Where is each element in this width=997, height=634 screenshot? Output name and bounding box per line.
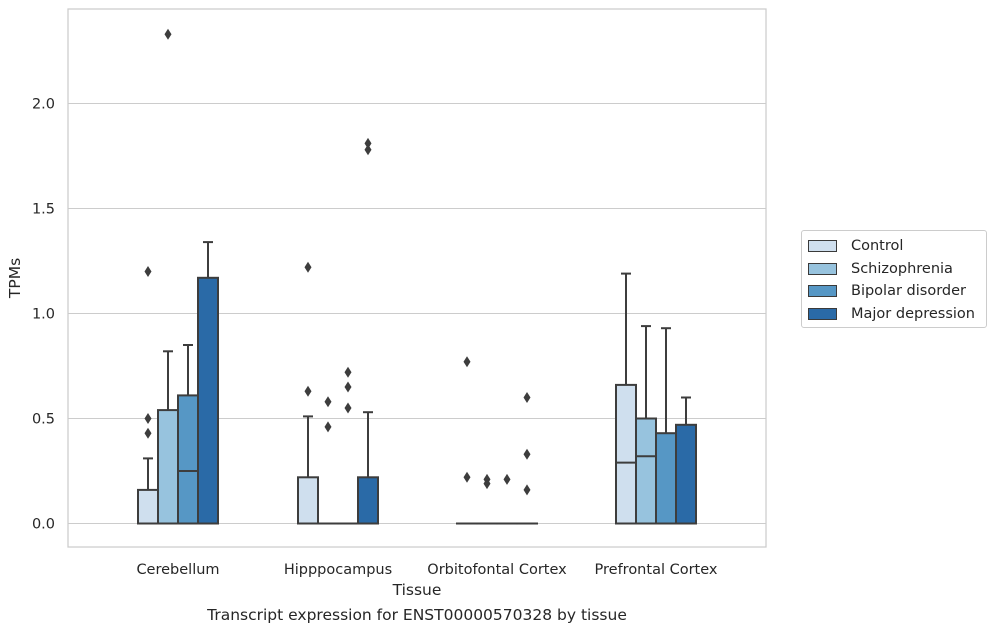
x-tick-labels: Cerebellum Hipppocampus Orbitofontal Corte… [136,562,717,578]
outlier-point [483,473,491,485]
box-body [297,476,319,525]
legend-label: Bipolar disorder [851,283,966,300]
outlier-point [344,381,352,393]
legend-label: Schizophrenia [851,260,953,277]
y-tick-label: 1.5 [32,202,55,218]
legend-item: Bipolar disorder [808,280,980,303]
x-tick-label: Prefrontal Cortex [595,562,718,578]
outlier-point [164,28,172,40]
box-body [197,276,219,525]
outlier-point [144,266,152,277]
y-tick-label: 1.0 [32,307,55,323]
outlier-point [364,137,372,149]
outlier-point [324,396,332,408]
outlier-point [503,473,511,485]
box-body [635,417,657,525]
outlier-point [463,356,471,368]
outlier-point [144,427,152,439]
box-bipolar-disorder [655,327,677,525]
legend-label: Control [851,238,904,255]
legend-item: Schizophrenia [808,258,980,281]
y-tick-label: 0.5 [32,412,55,428]
box-schizophrenia [635,325,657,525]
outlier-point [344,366,352,378]
outlier-points [144,28,531,496]
x-tick-label: Hipppocampus [284,562,392,578]
box-bipolar-disorder [177,344,199,525]
outlier-point [324,421,332,433]
y-tick-label: 2.0 [32,97,55,113]
x-tick-label: Cerebellum [136,562,219,578]
y-tick-labels: 0.0 0.5 1.0 1.5 2.0 [32,97,55,533]
box-body [157,409,179,525]
legend-item: Major depression [808,303,980,326]
outlier-point [344,402,352,414]
outlier-point [523,392,531,403]
legend-swatch [808,285,837,298]
box-body [675,423,697,525]
box-plot-area [137,241,697,525]
legend-item: Control [808,235,980,258]
box-major-depression [675,396,697,525]
outlier-point [364,144,372,156]
x-tick-label: Orbitofontal Cortex [427,562,567,578]
chart-caption: Transcript expression for ENST0000057032… [207,606,627,624]
y-axis-label: TPMs [6,258,24,299]
box-body [655,432,677,525]
box-body [357,476,379,525]
legend-swatch [808,262,837,275]
outlier-point [304,261,312,273]
outlier-point [463,471,471,483]
box-schizophrenia [157,350,179,525]
box-major-depression [197,241,219,525]
legend: Control Schizophrenia Bipolar disorder Majo… [801,230,987,328]
plot-frame [67,8,767,548]
box-control [137,457,159,525]
x-axis-label: Tissue [392,581,442,599]
legend-swatch [808,240,837,253]
box-control [615,272,637,525]
outlier-point [523,484,531,496]
box-body [137,488,159,525]
box-major-depression [357,411,379,525]
outlier-point [523,448,531,460]
y-tick-label: 0.0 [32,517,55,533]
outlier-point [304,385,312,397]
legend-swatch [808,307,837,320]
box-body [615,383,637,525]
box-control [297,415,319,525]
outlier-point [144,413,152,424]
legend-label: Major depression [851,305,975,322]
box-body [177,394,199,525]
